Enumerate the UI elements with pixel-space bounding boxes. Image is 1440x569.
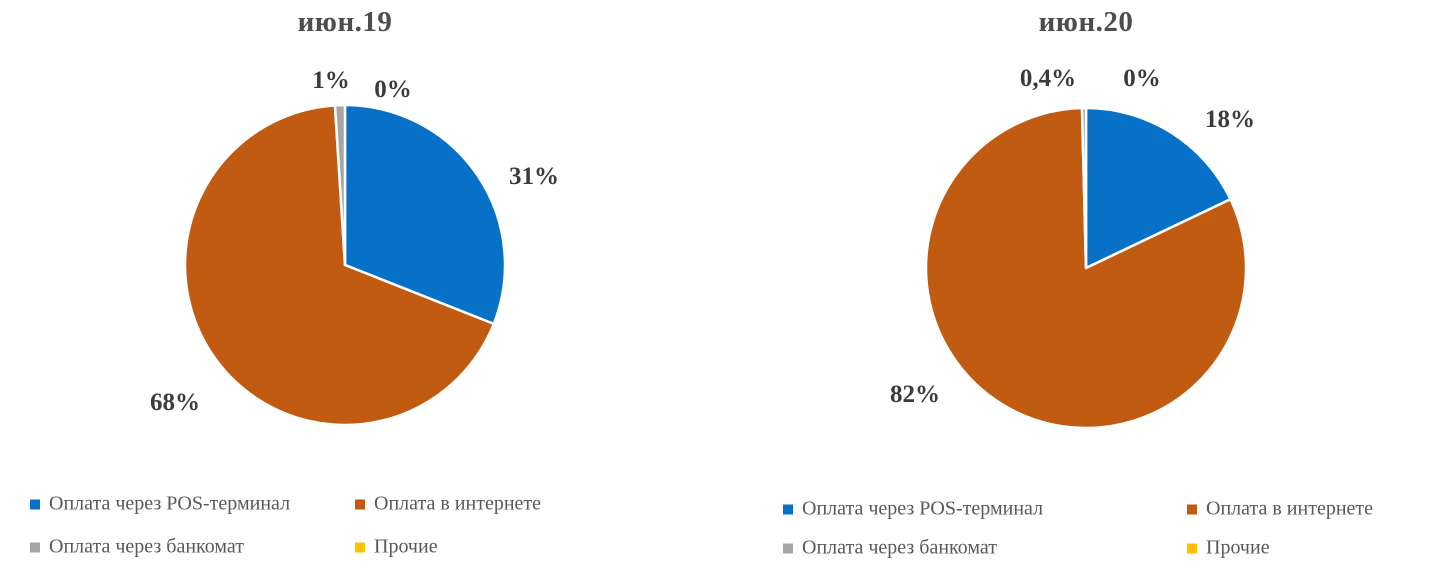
legend-item-pos-terminal: Оплата через POS-терминал (30, 493, 290, 516)
legend-swatch-internet (1187, 504, 1197, 514)
chart-title: июн.20 (1038, 6, 1134, 38)
legend-label: Оплата в интернете (1206, 497, 1374, 520)
legend-item-internet: Оплата в интернете (355, 493, 541, 516)
slice-label-internet: 68% (150, 389, 200, 416)
legend-item-internet: Оплата в интернете (1187, 498, 1373, 521)
pie-chart (183, 103, 507, 427)
legend-swatch-other (355, 542, 365, 552)
pie-slice (343, 103, 507, 326)
pie-slice (1080, 106, 1088, 270)
slice-label-other: 0% (1123, 65, 1161, 92)
legend-label: Оплата через банкомат (49, 535, 244, 558)
slice-label-pos-terminal: 18% (1205, 106, 1255, 133)
legend-label: Прочие (374, 535, 438, 558)
legend-swatch-internet (355, 499, 365, 509)
legend-swatch-atm (783, 543, 793, 553)
slice-label-internet: 82% (890, 381, 940, 408)
legend-label: Оплата через банкомат (802, 536, 997, 559)
legend-swatch-other (1187, 543, 1197, 553)
slice-label-atm: 1% (312, 67, 350, 94)
chart-title: июн.19 (297, 6, 393, 38)
legend-item-atm: Оплата через банкомат (30, 536, 244, 559)
pie-chart (924, 106, 1248, 430)
pie-slice (333, 103, 347, 267)
legend-item-other: Прочие (1187, 537, 1270, 560)
legend-swatch-pos-terminal (783, 504, 793, 514)
legend-label: Оплата через POS-терминал (49, 492, 291, 515)
legend-swatch-pos-terminal (30, 499, 40, 509)
legend-item-pos-terminal: Оплата через POS-терминал (783, 498, 1043, 521)
legend-label: Прочие (1206, 536, 1270, 559)
slice-label-other: 0% (374, 76, 412, 103)
legend-label: Оплата через POS-терминал (802, 497, 1044, 520)
legend-item-atm: Оплата через банкомат (783, 537, 997, 560)
legend-label: Оплата в интернете (374, 492, 542, 515)
legend-swatch-atm (30, 542, 40, 552)
pie-slice (183, 104, 496, 427)
legend-item-other: Прочие (355, 536, 438, 559)
slice-label-pos-terminal: 31% (509, 163, 559, 190)
pie-slice (1084, 106, 1232, 270)
slice-label-atm: 0,4% (1019, 65, 1077, 92)
